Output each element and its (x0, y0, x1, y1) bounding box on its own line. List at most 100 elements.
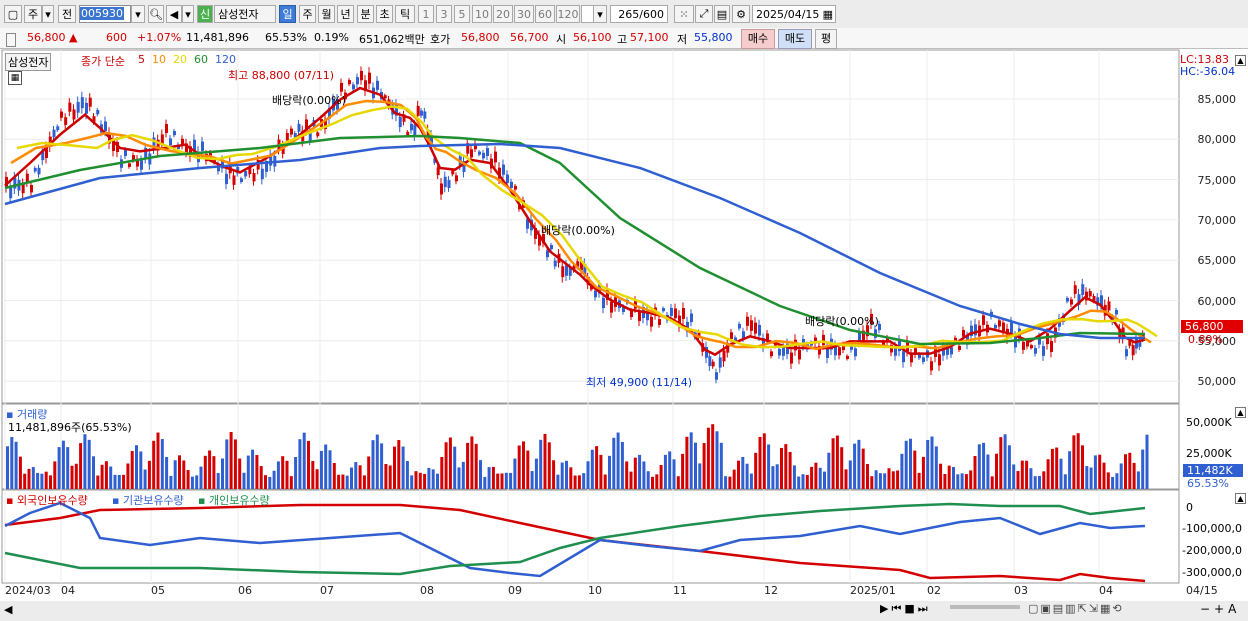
grid-toggle-icon[interactable]: ▦ (8, 71, 22, 85)
calendar-icon: ▦ (822, 7, 833, 21)
date-input[interactable]: 2025/04/15 ▦ (752, 5, 836, 23)
holdings-legend-retail: ▪ 개인보유수량 (198, 494, 270, 507)
gear-icon[interactable]: ⚙ (732, 5, 750, 23)
volume-bar (582, 473, 586, 489)
chevron-down-icon[interactable]: ▾ (182, 5, 194, 23)
volume-bar (255, 454, 259, 489)
candle-body (285, 132, 289, 141)
candle-body (297, 123, 301, 132)
draw-tool-icon[interactable]: ⤢ (695, 5, 713, 23)
interval-1-button[interactable]: 1 (418, 5, 434, 23)
candle-body (1042, 346, 1045, 356)
candle-body (914, 348, 917, 355)
period-day-button[interactable]: 일 (279, 5, 296, 23)
volume-bar (173, 460, 177, 489)
period-week-button[interactable]: 주 (299, 5, 316, 23)
candle-body (112, 140, 115, 152)
interval-3-button[interactable]: 3 (436, 5, 452, 23)
period-month-button[interactable]: 월 (318, 5, 335, 23)
volume-bar (57, 447, 61, 489)
volume-bar (328, 450, 332, 489)
search-icon[interactable]: 🔍︎ (148, 5, 164, 23)
candle-body (1138, 340, 1142, 347)
sell-button[interactable]: 매도 (778, 29, 812, 49)
interval-30-button[interactable]: 30 (514, 5, 534, 23)
eval-button[interactable]: 평 (815, 29, 837, 49)
count-input[interactable]: 265/600 (610, 5, 668, 23)
playback-controls[interactable]: ▶⏮■⏭ (880, 602, 931, 615)
candle-body (715, 372, 718, 380)
window-icon[interactable]: ▢ (4, 5, 22, 23)
volume-bar (823, 471, 826, 489)
candle-body (565, 265, 568, 276)
candle-body (1107, 301, 1111, 311)
pane-maximize-icon[interactable]: ▲ (1235, 55, 1246, 66)
candle-body (383, 95, 387, 99)
candle-body (998, 320, 1001, 327)
vol-axis-50000: 50,000K (1186, 416, 1232, 429)
volume-bar (569, 467, 573, 489)
vol-axis-25000: 25,000K (1186, 447, 1232, 460)
candle-body (60, 111, 63, 118)
interval-5-button[interactable]: 5 (454, 5, 470, 23)
volume-bar (986, 454, 990, 489)
period-year-button[interactable]: 년 (337, 5, 354, 23)
candle-body (834, 345, 837, 356)
candle-body (1092, 296, 1096, 301)
volume-bar (1093, 455, 1097, 489)
layout-icons[interactable]: ▢▣▤▥⇱⇲▦⟲ (1028, 602, 1124, 615)
prev-button[interactable]: 전 (58, 5, 76, 23)
interval-120-button[interactable]: 120 (556, 5, 580, 23)
candle-body (970, 325, 973, 337)
ma-legend: 5 10 20 60 120 (138, 53, 243, 66)
candle-body (406, 131, 410, 136)
x-axis-label: 02 (927, 584, 941, 597)
volume-bar (178, 455, 181, 489)
volume-bar (543, 433, 547, 489)
volume-bar (788, 451, 792, 489)
volume-bar (40, 473, 44, 489)
zoom-controls[interactable]: −+A (1200, 602, 1241, 616)
stock-code-input[interactable]: 005930 (79, 5, 131, 23)
interval-60-button[interactable]: 60 (535, 5, 555, 23)
candle-body (898, 340, 901, 351)
period-second-button[interactable]: 초 (376, 5, 393, 23)
volume-bar (539, 439, 543, 489)
period-minute-button[interactable]: 분 (357, 5, 374, 23)
candle-body (348, 80, 351, 85)
interval-10-button[interactable]: 10 (472, 5, 492, 23)
volume-bar (1132, 462, 1136, 489)
scroll-left-icon[interactable]: ◀ (4, 603, 13, 616)
candle-body (486, 148, 489, 157)
volume-bar (384, 463, 388, 489)
indicator-icon[interactable]: ⁙ (674, 5, 694, 23)
volume-bar (401, 446, 405, 489)
speaker-icon[interactable]: ◀ (166, 5, 182, 23)
volume-bar (745, 463, 749, 489)
pane-close-icon[interactable]: ▲ (1235, 493, 1246, 504)
volume-bar (410, 475, 414, 489)
candle-body (443, 176, 447, 188)
candle-body (662, 308, 665, 312)
type-select[interactable]: 주 (24, 5, 42, 23)
volume-bar (685, 436, 689, 489)
candle-body (136, 158, 139, 167)
save-icon[interactable]: ▤ (714, 5, 730, 23)
chevron-down-icon[interactable]: ▾ (131, 5, 145, 23)
pin-icon[interactable] (6, 33, 16, 47)
volume-bar (754, 452, 758, 489)
candle-body (638, 310, 641, 321)
chevron-down-icon[interactable]: ▾ (593, 5, 607, 23)
chart-canvas[interactable] (0, 48, 1248, 621)
buy-button[interactable]: 매수 (741, 29, 775, 49)
interval-20-button[interactable]: 20 (493, 5, 513, 23)
zoom-slider[interactable] (950, 605, 1020, 609)
candle-body (502, 164, 505, 175)
period-tick-button[interactable]: 틱 (395, 5, 415, 23)
pane-close-icon[interactable]: ▲ (1235, 407, 1246, 418)
candle-body (293, 133, 297, 138)
stock-tag[interactable]: 삼성전자 (5, 53, 52, 71)
chevron-down-icon[interactable]: ▾ (42, 5, 54, 23)
volume-bar (1119, 463, 1123, 489)
volume-bar (479, 460, 482, 489)
